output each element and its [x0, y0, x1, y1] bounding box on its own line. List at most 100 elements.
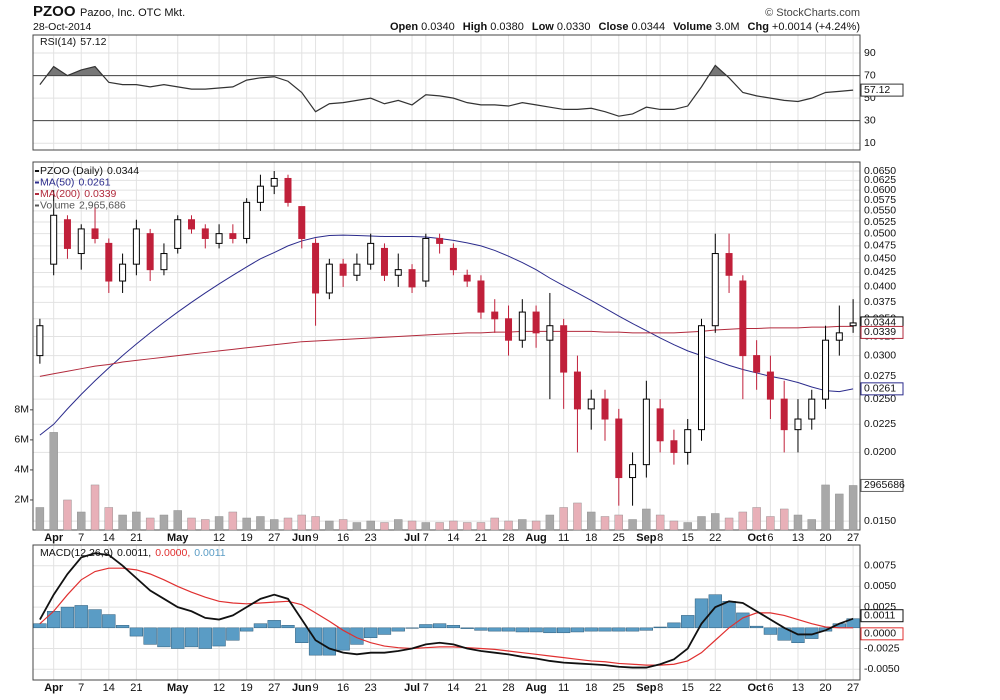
x-tick-label: 21: [130, 532, 142, 544]
volume-bar: [283, 517, 293, 531]
x-tick-label: 9: [312, 532, 318, 544]
volume-bar: [118, 514, 127, 531]
volume-bar: [407, 520, 417, 531]
value-box-label: 2965686: [864, 479, 905, 491]
y-tick-label: 0.0525: [864, 216, 896, 228]
candle-body: [422, 237, 430, 282]
volume-bar: [752, 507, 761, 531]
candle-body: [849, 322, 857, 327]
x-tick-label: 21: [475, 532, 487, 544]
candle-body: [573, 371, 581, 410]
volume-bar: [35, 507, 45, 531]
macd-histogram-bar: [405, 627, 419, 629]
macd-histogram-bar: [281, 625, 295, 629]
volume-bar: [614, 514, 623, 531]
volume-bar: [311, 516, 320, 531]
y-tick-label: 0.0250: [864, 393, 896, 405]
legend-value: 0.0339: [84, 188, 116, 200]
candle-body: [270, 177, 278, 187]
candle-body: [201, 228, 209, 239]
volume-bar: [573, 502, 582, 531]
volume-bar: [159, 514, 169, 531]
volume-bar: [90, 484, 100, 531]
quote-label: Low: [532, 21, 554, 33]
macd-histogram-bar: [667, 622, 681, 629]
y-tick-label: 30: [864, 114, 876, 126]
x-tick-label: 7: [78, 532, 84, 544]
y-tick-label: 2M: [14, 494, 29, 506]
value-box-label: 57.12: [864, 84, 890, 96]
macd-histogram-bar: [102, 614, 116, 629]
candle-body: [146, 233, 154, 271]
volume-bar: [779, 508, 789, 531]
x-tick-label: Jul: [404, 532, 420, 544]
volume-bar: [559, 507, 568, 531]
x-tick-label: Aug: [525, 682, 546, 694]
quote-label: High: [463, 21, 488, 33]
macd-histogram-bar: [639, 627, 654, 631]
candle-body: [91, 228, 99, 239]
candle-body: [629, 464, 637, 479]
candle-body: [684, 429, 692, 453]
quote-label: Chg: [748, 21, 769, 33]
x-tick-label: 19: [241, 682, 253, 694]
x-tick-label: 8: [657, 532, 663, 544]
macd-histogram-bar: [474, 627, 488, 631]
y-tick-label: -0.0025: [864, 642, 900, 654]
quote-label: Open: [390, 21, 418, 33]
candle-body: [711, 253, 719, 327]
y-tick-label: 0.0375: [864, 296, 896, 308]
rsi-line: [39, 64, 854, 117]
volume-bar: [132, 511, 141, 531]
candle-body: [132, 228, 140, 265]
volume-bar: [628, 519, 637, 531]
candle-body: [739, 280, 747, 357]
candle-body: [339, 263, 347, 276]
macd-histogram-bar: [322, 627, 336, 656]
x-tick-label: Aug: [525, 532, 546, 544]
volume-bar: [270, 519, 279, 531]
macd-histogram-bar: [763, 627, 778, 635]
symbol: PZOO: [33, 3, 76, 20]
x-tick-label: 7: [78, 682, 84, 694]
macd-histogram-bar: [336, 627, 350, 651]
volume-bar: [490, 517, 499, 531]
volume-bar: [793, 514, 803, 531]
rsi-overbought-area: [39, 65, 854, 76]
y-tick-label: 0.0400: [864, 281, 896, 293]
legend-value: 2,965,686: [79, 199, 126, 211]
candle-body: [367, 242, 375, 265]
x-tick-label: Jun: [292, 682, 312, 694]
y-tick-label: -0.0050: [864, 663, 900, 675]
volume-bar: [697, 516, 706, 531]
macd-histogram-bar: [625, 627, 640, 632]
macd-histogram-bar: [253, 623, 268, 629]
candle-body: [284, 177, 292, 203]
macd-histogram-bar: [570, 627, 585, 633]
date: 28-Oct-2014: [33, 21, 92, 33]
candle-body: [353, 263, 361, 276]
x-tick-label: 16: [337, 532, 349, 544]
x-tick-label: 14: [447, 532, 459, 544]
x-tick-label: 14: [103, 682, 115, 694]
volume-bar: [669, 520, 679, 531]
x-tick-label: 14: [447, 682, 459, 694]
candle-body: [380, 247, 388, 276]
x-tick-label: May: [167, 532, 189, 544]
x-tick-label: 15: [682, 532, 694, 544]
macd-histogram-bar: [212, 627, 226, 647]
x-tick-label: Jun: [292, 532, 312, 544]
x-tick-label: Jul: [404, 682, 420, 694]
candle-body: [325, 263, 333, 294]
source: © StockCharts.com: [765, 7, 860, 19]
volume-bar: [738, 511, 748, 531]
volume-bar: [77, 511, 86, 531]
marks-layer: 0.06500.06250.06000.05750.05500.05250.05…: [14, 36, 905, 694]
macd-histogram-bar: [74, 605, 88, 629]
volume-bar: [338, 519, 348, 531]
macd-histogram-bar: [33, 623, 47, 629]
candle-body: [298, 206, 306, 239]
legend-entry: RSI(14) 57.12: [40, 36, 107, 48]
volume-bar: [214, 516, 224, 531]
volume-bar: [476, 522, 486, 531]
